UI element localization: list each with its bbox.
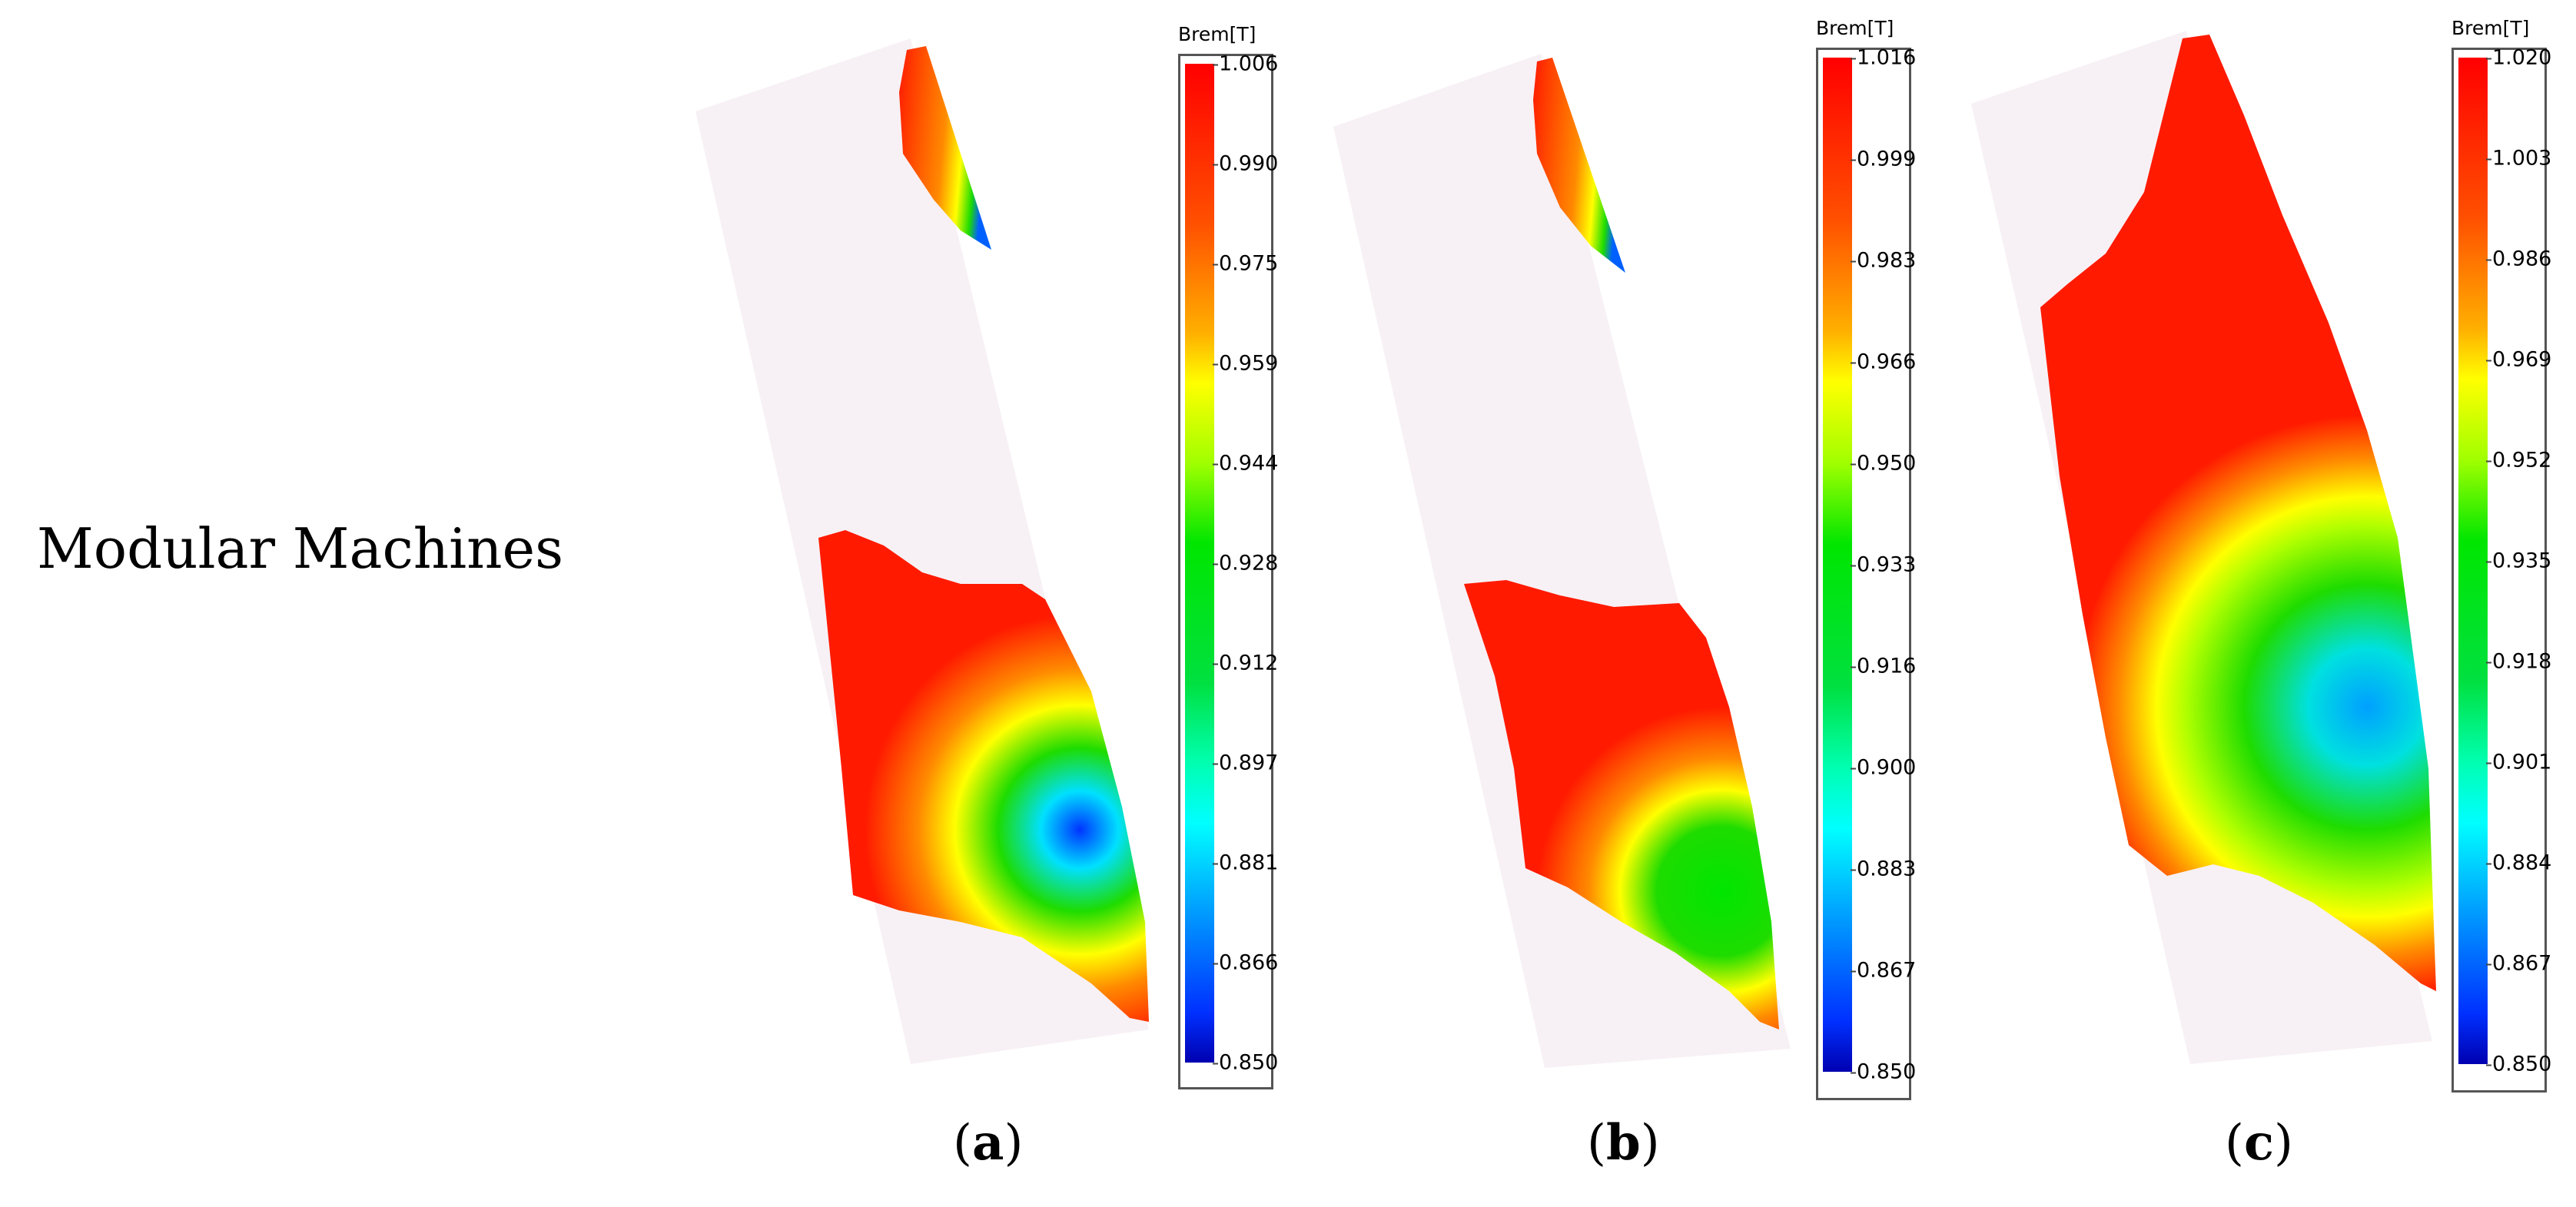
colorbar-gradient	[1823, 58, 1852, 1072]
caption-letter: a	[971, 1114, 1004, 1172]
tick-label: 0.944	[1212, 451, 1279, 476]
tick-label: 0.884	[2485, 851, 2552, 875]
row-label: Modular Machines	[37, 516, 564, 581]
tick-label: 1.016	[1850, 45, 1917, 70]
caption-c: (c)	[2225, 1114, 2293, 1172]
magnet-field-a	[818, 530, 1149, 1022]
tip-region-b	[1533, 58, 1625, 273]
tick-label: 0.986	[2485, 247, 2552, 271]
tick-label: 0.881	[1212, 851, 1279, 875]
tick-label: 0.990	[1212, 151, 1279, 176]
caption-b: (b)	[1587, 1114, 1660, 1172]
tip-region-a	[899, 46, 991, 250]
legend-title: Brem[T]	[1816, 17, 1894, 39]
tick-label: 0.850	[1850, 1059, 1917, 1084]
magnet-field-c	[2040, 35, 2436, 991]
tick-label: 1.006	[1212, 51, 1279, 76]
tick-label: 0.867	[1850, 958, 1917, 983]
tick-label: 0.918	[2485, 649, 2552, 674]
tick-label: 0.959	[1212, 351, 1279, 376]
tick-label: 0.897	[1212, 751, 1279, 775]
tick-label: 0.975	[1212, 251, 1279, 276]
caption-a: (a)	[953, 1114, 1024, 1172]
tick-label: 0.928	[1212, 551, 1279, 575]
tick-label: 0.850	[1212, 1050, 1279, 1075]
caption-letter: c	[2243, 1114, 2274, 1172]
tick-label: 0.969	[2485, 347, 2552, 372]
tick-label: 0.866	[1212, 950, 1279, 975]
tick-label: 0.983	[1850, 248, 1917, 273]
colorbar-gradient	[2458, 58, 2488, 1064]
tick-label: 0.952	[2485, 448, 2552, 473]
tick-label: 0.850	[2485, 1052, 2552, 1076]
tick-label: 0.901	[2485, 750, 2552, 774]
legend-title: Brem[T]	[2452, 17, 2530, 39]
tick-label: 0.933	[1850, 552, 1917, 577]
colorbar-gradient	[1185, 64, 1214, 1063]
magnet-field-b	[1464, 580, 1779, 1030]
tick-label: 0.900	[1850, 755, 1917, 780]
tick-label: 0.999	[1850, 147, 1917, 171]
tick-label: 0.912	[1212, 651, 1279, 675]
caption-letter: b	[1605, 1114, 1641, 1172]
legend-title: Brem[T]	[1178, 23, 1256, 45]
tick-label: 0.867	[2485, 951, 2552, 976]
tick-label: 0.883	[1850, 857, 1917, 881]
tick-label: 0.950	[1850, 451, 1917, 476]
tick-label: 0.966	[1850, 350, 1917, 374]
tick-label: 0.935	[2485, 549, 2552, 573]
tick-label: 0.916	[1850, 654, 1917, 678]
tick-label: 1.003	[2485, 146, 2552, 171]
tick-label: 1.020	[2485, 45, 2552, 70]
